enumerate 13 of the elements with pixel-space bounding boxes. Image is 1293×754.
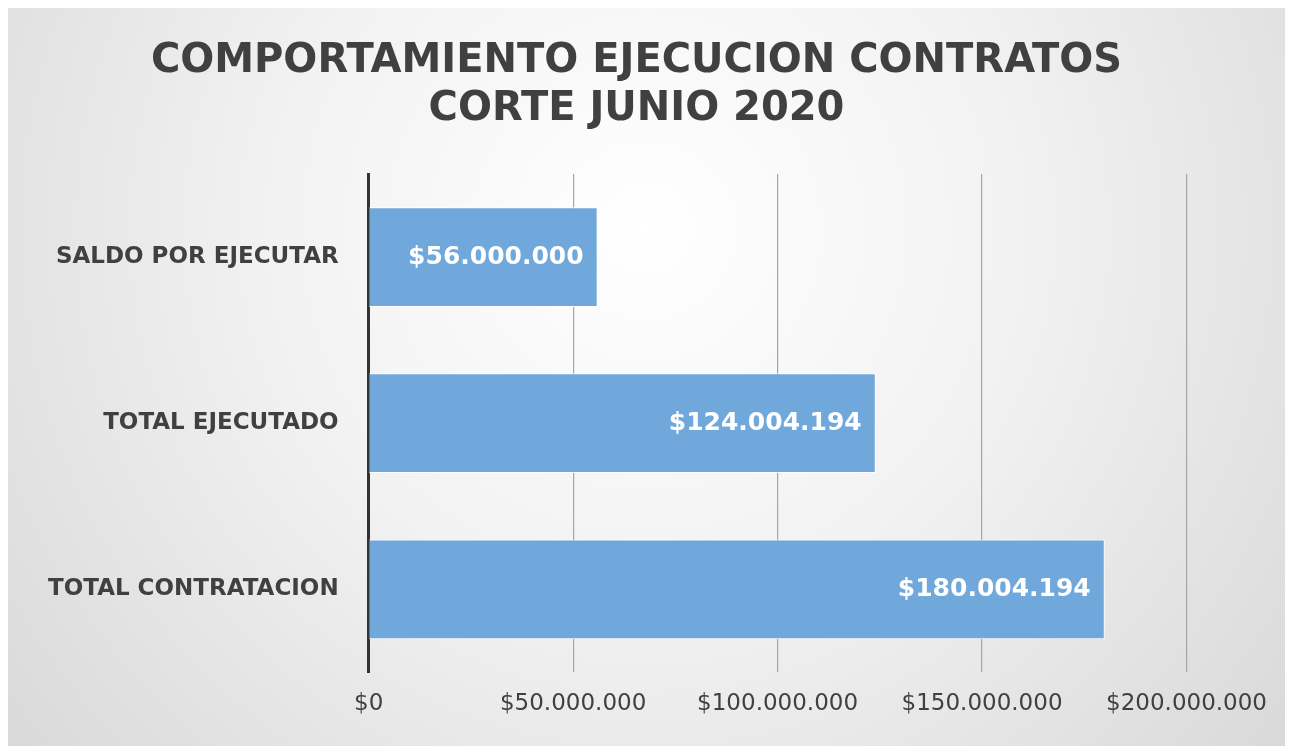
- y-tick-label: TOTAL EJECUTADO: [103, 408, 339, 435]
- x-tick-label: $0: [354, 689, 384, 716]
- data-label: $56.000.000: [408, 240, 584, 270]
- y-tick-label: SALDO POR EJECUTAR: [55, 242, 339, 269]
- x-tick-label: $200.000.000: [1106, 689, 1268, 716]
- text: COMPORTAMIENTO EJECUCION CONTRATOS: [150, 35, 1123, 82]
- data-label: $124.004.194: [668, 406, 862, 436]
- data-label: $180.004.194: [897, 572, 1091, 602]
- x-tick-label: $50.000.000: [499, 689, 647, 716]
- y-tick-label: TOTAL CONTRATACION: [47, 574, 339, 601]
- x-tick-label: $150.000.000: [901, 689, 1063, 716]
- text: CORTE JUNIO 2020: [428, 83, 845, 130]
- x-tick-label: $100.000.000: [697, 689, 859, 716]
